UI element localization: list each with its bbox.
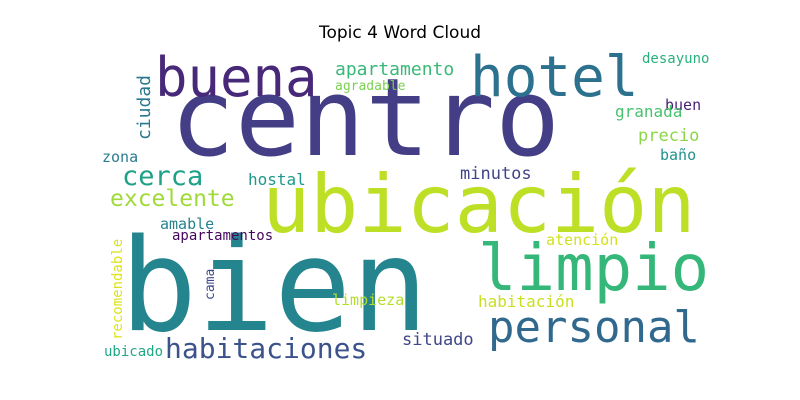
word-29: situado: [402, 330, 474, 350]
word-9: excelente: [110, 186, 235, 212]
word-0: centro: [170, 56, 560, 181]
word-27: habitación: [478, 292, 574, 311]
figure-title: Topic 4 Word Cloud: [318, 23, 482, 43]
word-cloud-area: [100, 44, 720, 364]
word-7: habitaciones: [165, 332, 367, 365]
word-28: ubicado: [104, 344, 163, 360]
word-6: personal: [488, 302, 700, 353]
word-26: limpieza: [332, 291, 404, 309]
word-8: cerca: [122, 161, 203, 192]
word-17: baño: [660, 146, 696, 164]
word-13: buen: [665, 96, 701, 114]
word-19: hostal: [248, 170, 306, 189]
word-22: apartamentos: [172, 228, 273, 244]
word-1: bien: [120, 212, 428, 361]
word-20: minutos: [460, 164, 532, 184]
word-2: ubicación: [262, 158, 695, 251]
word-21: amable: [160, 215, 214, 233]
word-10: apartamento: [335, 59, 454, 80]
word-14: agradable: [335, 79, 406, 94]
word-24: recomendable: [110, 239, 126, 340]
word-5: limpio: [478, 232, 709, 306]
word-11: ciudad: [134, 75, 155, 140]
word-4: buena: [155, 46, 318, 109]
word-12: desayuno: [642, 51, 709, 67]
word-23: atención: [546, 231, 618, 249]
word-3: hotel: [470, 45, 639, 110]
word-16: precio: [638, 126, 699, 146]
word-18: zona: [102, 148, 138, 166]
word-25: cama: [203, 269, 218, 300]
word-15: granada: [615, 102, 682, 121]
